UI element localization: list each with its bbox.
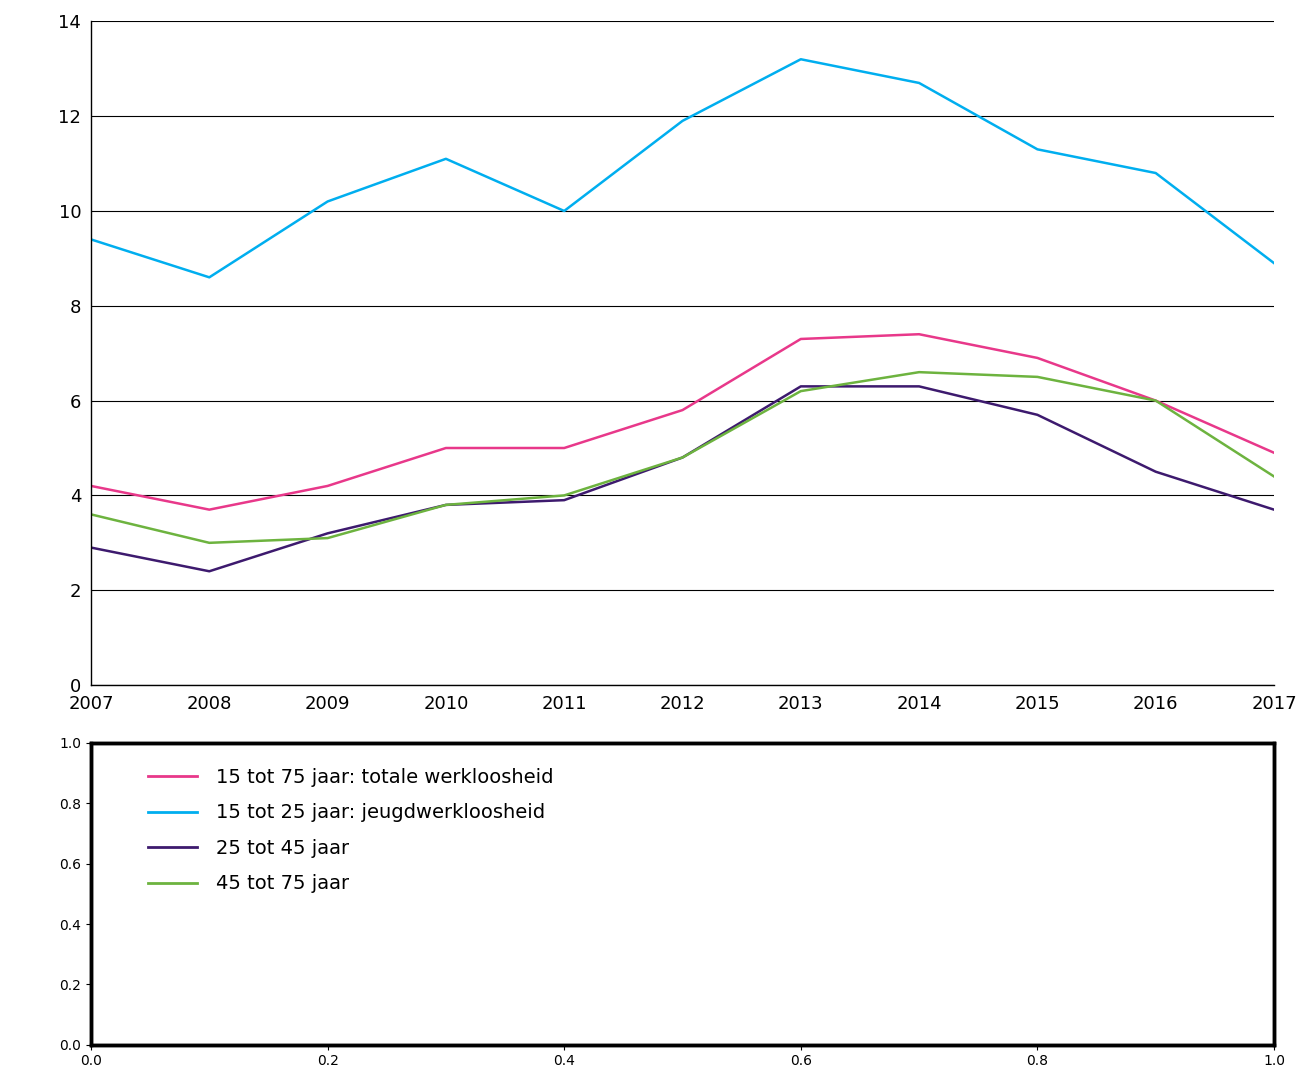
Legend: 15 tot 75 jaar: totale werkloosheid, 15 tot 25 jaar: jeugdwerkloosheid, 25 tot 4: 15 tot 75 jaar: totale werkloosheid, 15 … [148,768,554,893]
